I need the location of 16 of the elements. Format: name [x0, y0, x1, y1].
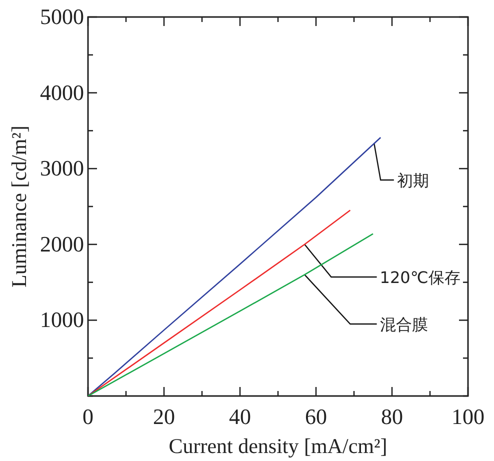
x-axis-title: Current density [mA/cm²] [168, 434, 388, 458]
x-tick-label: 0 [82, 404, 94, 429]
x-tick-label: 100 [452, 404, 484, 429]
text: 混合膜 [380, 314, 428, 334]
x-tick-label: 20 [153, 404, 175, 429]
y-tick-label: 2000 [40, 231, 84, 256]
y-tick-label: 3000 [40, 156, 84, 181]
y-axis-title: Luminance [cd/m²] [7, 126, 31, 288]
y-tick-label: 1000 [40, 307, 84, 332]
x-tick-label: 40 [229, 404, 251, 429]
text: 120℃保存 [380, 268, 460, 287]
x-tick-label: 60 [305, 404, 327, 429]
y-tick-label: 5000 [40, 4, 84, 29]
text: 初期 [396, 170, 429, 190]
x-tick-label: 80 [381, 404, 403, 429]
y-tick-label: 4000 [40, 80, 84, 105]
